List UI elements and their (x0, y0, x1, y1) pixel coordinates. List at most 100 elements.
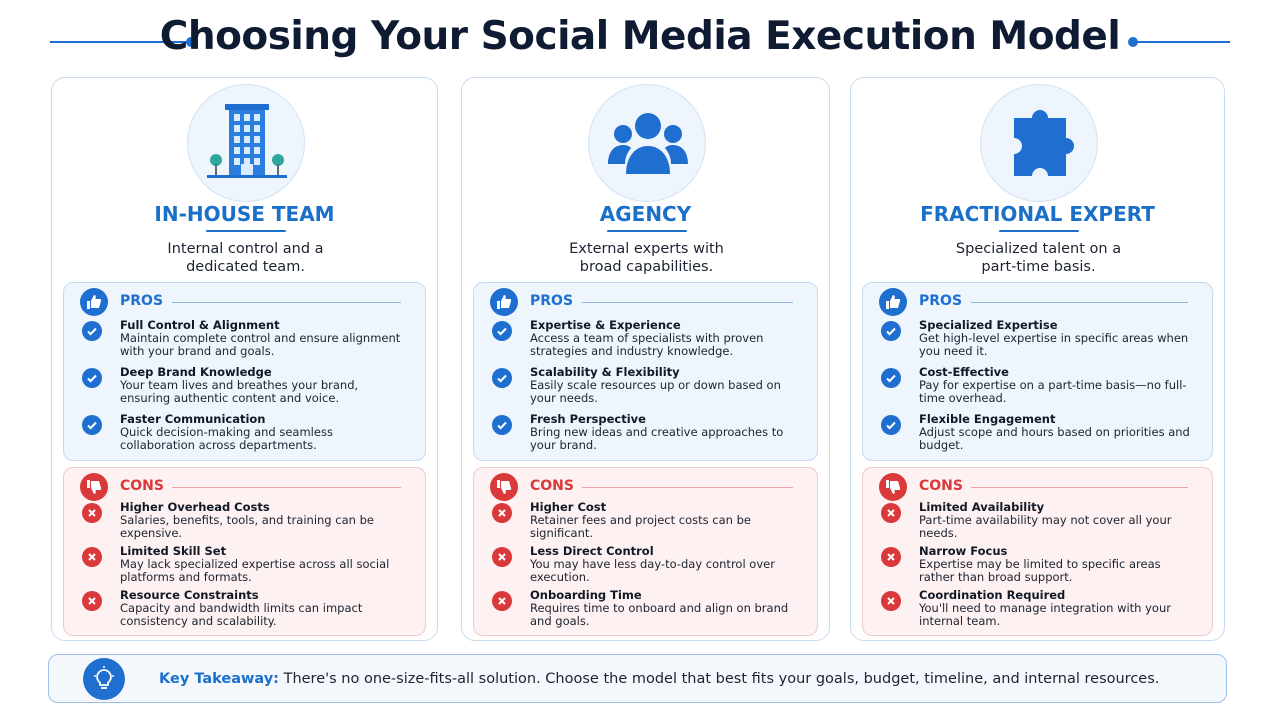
icon-shape (890, 481, 901, 494)
cons-item: Resource Constraints Capacity and bandwid… (82, 589, 411, 628)
icon-shape (206, 175, 287, 178)
cons-label: CONS (120, 478, 164, 494)
cons-title: Limited Skill Set (120, 544, 227, 558)
cons-divider (582, 487, 793, 488)
column-heading: IN-HOUSE TEAM (154, 202, 335, 226)
takeaway-text: Key Takeaway: There's no one-size-fits-a… (159, 671, 1159, 687)
icon-shape (1013, 110, 1074, 176)
column-subtitle: Specialized talent on a part-time basis. (955, 241, 1122, 275)
column-icon (186, 84, 305, 202)
icon-shape (886, 295, 901, 309)
icon-shape (87, 480, 90, 488)
icon-shape (498, 553, 506, 561)
pros-text: Bring new ideas and creative approaches … (530, 425, 784, 452)
cons-title: Narrow Focus (919, 544, 1008, 558)
icon-shape (501, 295, 512, 308)
cons-icon (881, 591, 901, 611)
pros-box: PROS Full Control & Alignment Maintain com… (63, 282, 426, 461)
pros-icon (881, 415, 901, 435)
icon-shape (607, 113, 688, 174)
icon-shape (1013, 110, 1074, 176)
column-subtitle: Internal control and a dedicated team. (167, 241, 324, 275)
column-subtitle: External experts with broad capabilities… (569, 241, 724, 275)
icon-shape (243, 114, 250, 121)
cons-text: You'll need to manage integration with y… (919, 601, 1171, 628)
cons-text: Salaries, benefits, tools, and training … (120, 513, 374, 540)
cons-title: Higher Cost (530, 500, 607, 514)
icon-shape (88, 597, 96, 605)
icon-shape (887, 509, 895, 517)
icon-shape (887, 553, 895, 561)
icon-shape (253, 136, 260, 143)
icon-shape (613, 125, 632, 143)
pros-text: Access a team of specialists with proven… (530, 331, 764, 358)
cons-item: Less Direct Control You may have less day… (492, 545, 803, 584)
heading-underline (998, 230, 1079, 232)
icon-shape (497, 327, 507, 336)
pros-item: Full Control & Alignment Maintain complet… (82, 319, 411, 358)
cons-item: Onboarding Time Requires time to onboard … (492, 588, 803, 628)
pros-badge (879, 288, 907, 316)
icon-shape (501, 481, 512, 494)
pros-label: PROS (120, 293, 164, 309)
icon-shape (243, 158, 250, 165)
pros-text: Get high-level expertise in specific are… (919, 331, 1189, 358)
icon-shape (233, 136, 240, 143)
pros-title: Flexible Engagement (919, 412, 1056, 426)
takeaway-bar: Key Takeaway: There's no one-size-fits-a… (48, 654, 1227, 703)
pros-title: Deep Brand Knowledge (120, 365, 272, 379)
icon-shape (886, 327, 896, 336)
pros-icon (82, 321, 102, 341)
bulb-icon (83, 658, 125, 700)
pros-title: Scalability & Flexibility (530, 365, 680, 379)
icon-shape (253, 125, 260, 132)
pros-icon (82, 415, 102, 435)
cons-item: Limited Skill Set May lack specialized ex… (82, 544, 411, 584)
pros-text: Adjust scope and hours based on prioriti… (919, 425, 1190, 452)
icon-shape (497, 421, 507, 430)
icon-shape (498, 509, 506, 517)
cons-text: May lack specialized expertise across al… (120, 557, 390, 584)
takeaway-body: There's no one-size-fits-all solution. C… (283, 671, 1160, 687)
cons-badge (879, 473, 907, 501)
cons-box: CONS Higher Cost Retainer fees and project… (473, 467, 818, 636)
pros-icon (492, 415, 512, 435)
column-card: FRACTIONAL EXPERT Specialized talent on a… (850, 77, 1225, 641)
pros-item: Flexible Engagement Adjust scope and hour… (881, 412, 1198, 452)
pros-item: Faster Communication Quick decision-makin… (82, 413, 411, 452)
pros-item: Specialized Expertise Get high-level expe… (881, 318, 1198, 358)
column-card: AGENCY External experts with broad capabi… (461, 77, 830, 641)
icon-shape (88, 509, 96, 517)
pros-divider (582, 302, 793, 303)
takeaway-label: Key Takeaway: (159, 671, 279, 687)
pros-text: Maintain complete control and ensure ali… (120, 331, 401, 358)
pros-title: Cost-Effective (919, 365, 1009, 379)
icon-shape (607, 145, 631, 164)
icon-shape (276, 164, 279, 176)
icon-shape (890, 295, 901, 308)
cons-item: Higher Cost Retainer fees and project cos… (492, 500, 803, 540)
icon-shape (87, 295, 102, 309)
pros-box: PROS Expertise & Experience Access a team … (473, 282, 818, 461)
pros-icon (881, 321, 901, 341)
title-dot (186, 37, 196, 47)
pros-icon (492, 368, 512, 388)
cons-item: Coordination Required You'll need to mana… (881, 589, 1198, 628)
bulb-svg (94, 666, 114, 689)
cons-box: CONS Limited Availability Part-time availa… (862, 467, 1213, 636)
icon-shape (224, 104, 269, 110)
cons-badge (490, 473, 518, 501)
icon-shape (214, 164, 217, 176)
cons-label: CONS (919, 478, 963, 494)
column-card: IN-HOUSE TEAM Internal control and a dedi… (51, 77, 438, 641)
title-rule (50, 41, 190, 43)
icon-shape (887, 509, 895, 517)
cons-item: Higher Overhead Costs Salaries, benefits,… (82, 501, 411, 540)
icon-shape (91, 481, 102, 494)
icon-shape (497, 480, 500, 488)
heading-underline (205, 230, 286, 232)
icon-shape (634, 113, 661, 139)
pros-title: Specialized Expertise (919, 318, 1058, 332)
cons-title: Onboarding Time (530, 588, 642, 602)
cons-text: Requires time to onboard and align on br… (530, 601, 789, 628)
